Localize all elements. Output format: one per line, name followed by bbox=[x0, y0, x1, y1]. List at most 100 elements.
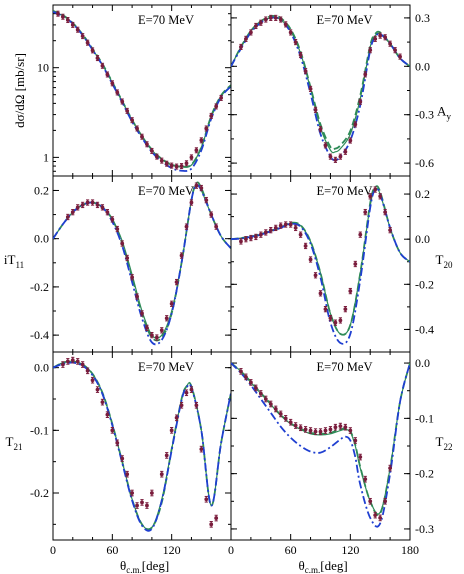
y-axis-subscript: 20 bbox=[443, 260, 453, 270]
data-point bbox=[125, 108, 130, 113]
data-point bbox=[189, 155, 194, 160]
data-point bbox=[313, 273, 318, 278]
data-point bbox=[273, 407, 278, 411]
data-point bbox=[258, 232, 263, 237]
y-tick-label: -0.1 bbox=[30, 423, 49, 437]
series-line-dash bbox=[53, 181, 231, 342]
data-point bbox=[149, 491, 154, 495]
data-point bbox=[373, 187, 378, 192]
x-axis-unit: [deg] bbox=[320, 558, 347, 573]
y-tick-label: -0.2 bbox=[30, 486, 49, 500]
x-axis-title: θc.m.[deg] bbox=[120, 558, 169, 574]
data-point bbox=[318, 429, 323, 434]
data-point bbox=[288, 30, 293, 35]
data-point bbox=[90, 200, 95, 205]
data-point bbox=[135, 126, 139, 131]
y-tick-label: -0.4 bbox=[30, 328, 49, 342]
data-point bbox=[253, 235, 258, 239]
y-tick-label: 0.0 bbox=[34, 232, 49, 246]
data-point bbox=[194, 403, 199, 408]
data-point bbox=[258, 391, 263, 396]
y-tick-label: 0.0 bbox=[415, 232, 430, 246]
data-point bbox=[164, 161, 169, 166]
data-point bbox=[75, 27, 80, 32]
data-point bbox=[383, 499, 388, 504]
data-point bbox=[398, 54, 402, 59]
data-point bbox=[288, 222, 293, 227]
series-line-dashdot bbox=[231, 187, 410, 345]
data-point bbox=[293, 225, 298, 230]
series-line-dashdot bbox=[53, 361, 231, 532]
data-point bbox=[110, 81, 115, 86]
data-point bbox=[115, 440, 120, 445]
data-point bbox=[179, 403, 184, 408]
data-point bbox=[268, 16, 273, 20]
energy-annotation: E=70 MeV bbox=[138, 184, 194, 198]
panel-frame bbox=[52, 351, 232, 541]
data-point bbox=[85, 200, 90, 205]
data-point bbox=[258, 20, 263, 25]
data-point bbox=[383, 35, 388, 40]
data-point bbox=[263, 17, 268, 22]
data-point bbox=[368, 194, 373, 199]
data-point bbox=[184, 390, 189, 395]
y-tick-label: -0.2 bbox=[415, 467, 434, 481]
data-point bbox=[239, 369, 243, 374]
data-point bbox=[115, 90, 120, 95]
series-group bbox=[231, 362, 410, 528]
data-point bbox=[313, 429, 318, 434]
data-point bbox=[179, 253, 184, 258]
data-point bbox=[204, 126, 209, 131]
data-point bbox=[65, 359, 70, 364]
data-point bbox=[100, 400, 105, 405]
data-point bbox=[343, 425, 348, 430]
data-point bbox=[303, 69, 308, 74]
data-point bbox=[323, 143, 328, 148]
data-point bbox=[303, 427, 308, 432]
series-line-solid bbox=[53, 11, 231, 168]
data-point bbox=[184, 161, 189, 166]
y-tick-label: -0.1 bbox=[415, 411, 434, 425]
data-point bbox=[159, 158, 164, 163]
data-point bbox=[219, 96, 224, 100]
data-point bbox=[313, 107, 318, 112]
data-point bbox=[283, 416, 288, 421]
data-point bbox=[244, 374, 248, 379]
data-point bbox=[338, 154, 343, 159]
data-point bbox=[140, 134, 144, 139]
data-point bbox=[373, 513, 378, 518]
data-point bbox=[278, 412, 283, 416]
data-point bbox=[204, 497, 209, 502]
data-point bbox=[204, 198, 209, 203]
data-point bbox=[154, 154, 159, 159]
data-point bbox=[273, 16, 278, 20]
data-point bbox=[120, 99, 125, 104]
data-point bbox=[378, 194, 383, 199]
data-point bbox=[209, 522, 214, 527]
data-point bbox=[189, 387, 194, 392]
data-point bbox=[140, 311, 144, 316]
panel-cross-section: 1 10 E=70 MeV dσ/dΩ [mb/sr] bbox=[12, 4, 232, 177]
data-point bbox=[244, 237, 248, 242]
series-line-solid bbox=[231, 362, 410, 515]
data-point bbox=[90, 378, 95, 383]
series-line-solid bbox=[231, 187, 410, 336]
data-point bbox=[65, 215, 70, 219]
energy-annotation: E=70 MeV bbox=[138, 13, 194, 27]
series-line-dash bbox=[231, 362, 410, 516]
data-point bbox=[65, 18, 70, 22]
data-point bbox=[85, 368, 90, 373]
data-point bbox=[149, 333, 154, 338]
data-point bbox=[189, 200, 194, 205]
data-point bbox=[125, 472, 130, 477]
data-point bbox=[353, 122, 358, 127]
data-point bbox=[100, 63, 105, 68]
data-point bbox=[194, 183, 199, 188]
panel-Ay: 0.3 0.0 -0.3 -0.6 E=70 MeV Ay bbox=[230, 4, 451, 177]
data-point bbox=[60, 362, 65, 367]
data-point bbox=[303, 244, 308, 248]
y-tick-label: -0.3 bbox=[415, 522, 434, 536]
data-point bbox=[130, 275, 135, 280]
data-point bbox=[383, 210, 388, 215]
